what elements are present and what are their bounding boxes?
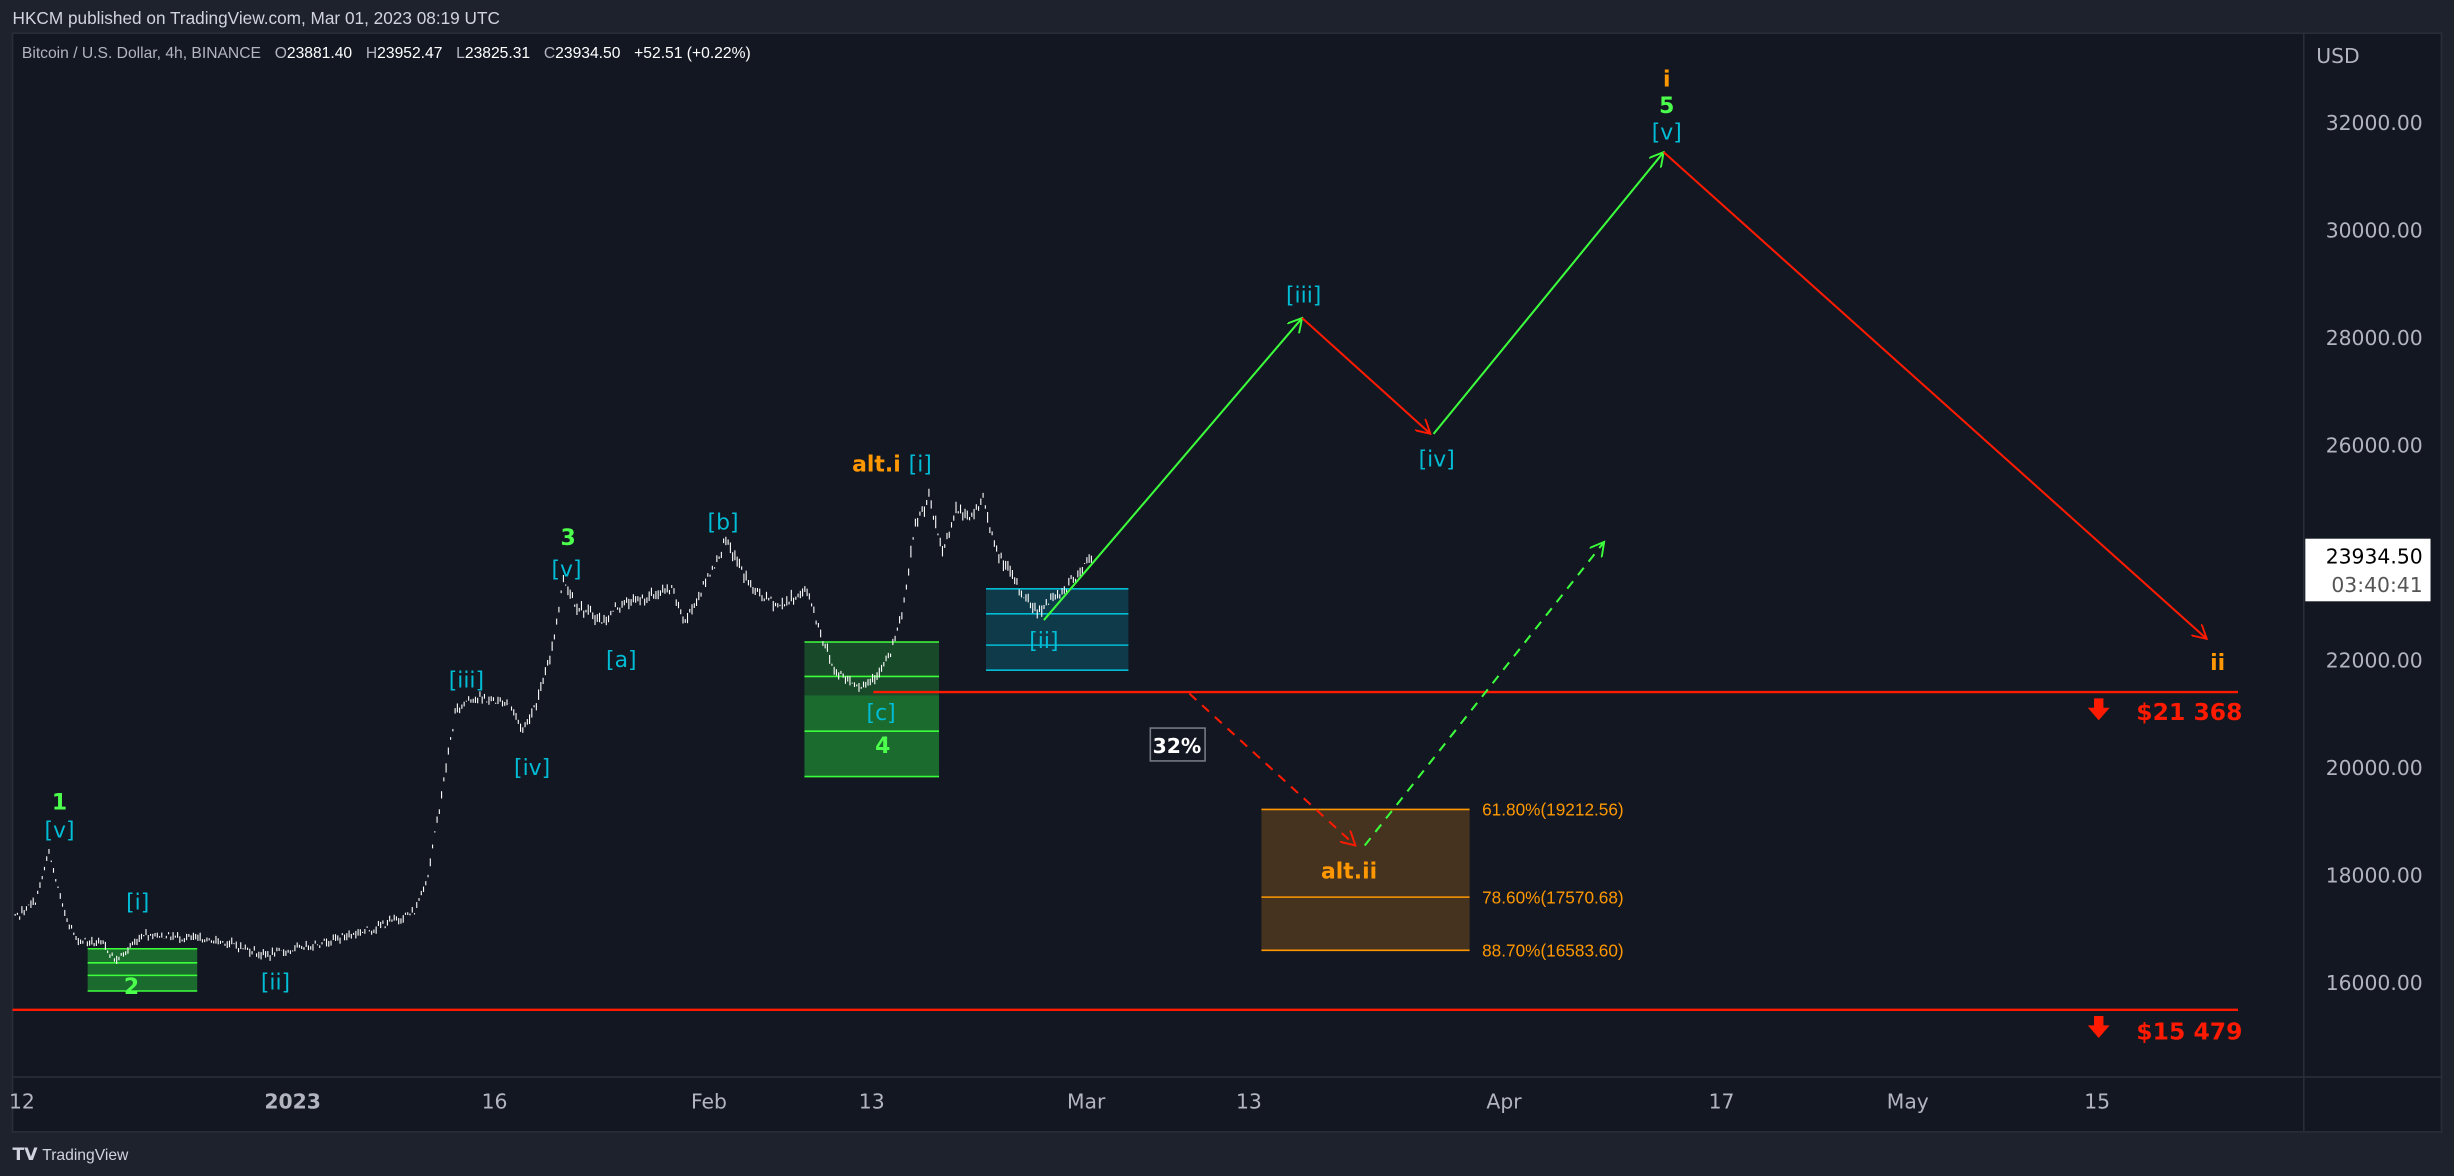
price-tick-label: 16000.00 [2326,971,2423,995]
wave-label: 3 [560,526,575,551]
time-tick-label: Feb [691,1089,727,1113]
wave-label: [iii] [449,668,484,693]
symbol-name: Bitcoin / U.S. Dollar, 4h, BINANCE [22,45,261,62]
wave-4-box [804,641,940,778]
wave-label: [b] [708,510,739,535]
open-label: O [275,45,287,62]
arrow-down-icon [2087,1016,2110,1038]
fib-retracement-box [1261,808,1470,952]
currency-label: USD [2316,44,2359,68]
price-tick-label: 22000.00 [2326,649,2423,673]
projection-arrow-ii[interactable] [1662,151,2207,639]
wave-label: [v] [1652,121,1682,146]
price-tick-label: 20000.00 [2326,756,2423,780]
wave-label: [i] [126,891,149,916]
published-info: HKCM published on TradingView.com, Mar 0… [13,8,500,28]
wave-label: [ii] [1029,629,1058,654]
high-value: 23952.47 [377,45,442,62]
last-price-box [2305,538,2431,602]
percent-badge [1149,727,1206,762]
wave-label: alt.i [852,452,901,477]
tradingview-logo-icon: TV [13,1145,39,1165]
price-tick-label: 28000.00 [2326,326,2423,350]
wave-ii-box [985,588,1129,671]
wave-label: [v] [552,557,582,582]
wave-2-box [87,947,198,992]
chart-panel[interactable] [11,32,2443,1133]
price-tick-label: 18000.00 [2326,863,2423,887]
wave-label: [iv] [1419,448,1455,473]
wave-label: [iv] [514,756,550,781]
wave-label: ii [2210,651,2225,676]
wave-label: [ii] [261,970,290,995]
wave-label: 2 [124,975,139,1000]
last-price: 23934.50 [2326,545,2423,569]
time-axis[interactable]: 12 2023 16 Feb 13 Mar 13 Apr 17 May 15 [9,1089,2110,1113]
ohlc-legend: Bitcoin / U.S. Dollar, 4h, BINANCE O2388… [22,45,751,62]
fib-618-label: 61.80%(19212.56) [1482,800,1624,820]
support-label-1: $21 368 [2136,698,2242,726]
open-value: 23881.40 [287,45,353,62]
time-tick-label: 12 [9,1089,35,1113]
time-tick-label: Mar [1067,1089,1106,1113]
price-axis[interactable]: 16000.00 18000.00 20000.00 22000.00 26000.00… [2326,111,2423,995]
time-tick-label: May [1887,1089,1929,1113]
time-tick-label: 17 [1709,1089,1735,1113]
percent-badge-text: 32% [1153,734,1202,758]
price-tick-label: 30000.00 [2326,219,2423,243]
close-value: 23934.50 [555,45,621,62]
time-tick-label: 2023 [264,1089,321,1113]
wave-label: 1 [52,790,67,815]
time-tick-label: 13 [859,1089,885,1113]
time-tick-label: 13 [1236,1089,1262,1113]
alt-projection-up[interactable] [1363,542,1604,847]
price-tick-label: 26000.00 [2326,434,2423,458]
footer-brand: TradingView [42,1147,129,1164]
wave-label: [c] [867,701,896,726]
fib-786-label: 78.60%(17570.68) [1482,887,1624,907]
price-tick-label: 32000.00 [2326,111,2423,135]
time-tick-label: 16 [482,1089,508,1113]
wave-label: [iii] [1286,283,1321,308]
wave-label: [a] [606,648,637,673]
projection-arrow-iv[interactable] [1301,317,1430,434]
wave-label: 5 [1659,94,1674,119]
arrow-down-icon [2087,698,2110,721]
projection-arrow-v[interactable] [1432,152,1664,435]
low-label: L [456,45,465,62]
wave-label: alt.ii [1321,859,1377,884]
high-label: H [366,45,377,62]
wave-label: [v] [44,819,74,844]
wave-labels: 1 [v] [i] 2 [ii] [iii] [iv] 3 [v] [a] [b… [44,67,2225,1000]
time-tick-label: Apr [1486,1089,1522,1113]
support-label-2: $15 479 [2136,1018,2242,1046]
alt-projection-down[interactable] [1188,692,1355,846]
wave-label: [i] [909,452,932,477]
projection-arrow-iii[interactable] [1043,318,1302,621]
fib-887-label: 88.70%(16583.60) [1482,941,1624,961]
bar-countdown: 03:40:41 [2331,573,2422,597]
time-tick-label: 15 [2084,1089,2110,1113]
change-value: +52.51 (+0.22%) [634,45,751,62]
wave-label: 4 [875,734,890,759]
wave-label: i [1663,67,1671,92]
price-bars [14,488,1092,964]
close-label: C [544,45,555,62]
low-value: 23825.31 [465,45,530,62]
